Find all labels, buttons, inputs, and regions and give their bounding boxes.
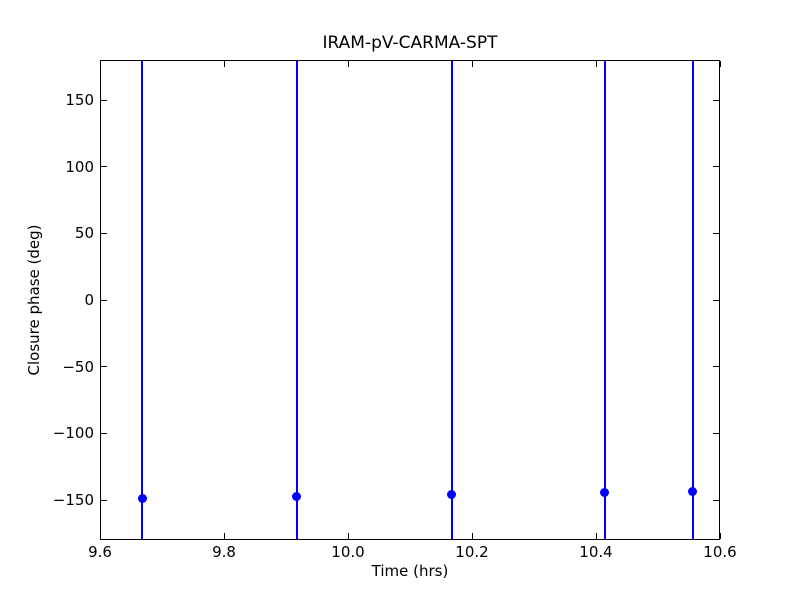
y-tick-label: −50: [62, 357, 94, 376]
x-tick-label: 10.4: [579, 543, 613, 561]
y-tick-mark-right: [713, 299, 719, 301]
x-tick-mark-top: [471, 61, 473, 67]
y-tick-label: −150: [52, 491, 94, 509]
x-tick-mark: [719, 533, 721, 539]
x-tick-mark-top: [347, 61, 349, 67]
error-bar: [603, 61, 606, 539]
y-tick-mark: [101, 99, 107, 101]
y-tick-label: 150: [65, 91, 94, 109]
x-tick-mark-top: [595, 61, 597, 67]
plot-area: [100, 60, 720, 540]
y-tick-mark-right: [713, 432, 719, 434]
data-point-marker: [600, 488, 610, 498]
x-tick-mark: [595, 533, 597, 539]
x-tick-mark-top: [719, 61, 721, 67]
y-tick-mark-right: [713, 499, 719, 501]
y-tick-label: −100: [52, 424, 94, 443]
y-tick-mark-right: [713, 166, 719, 168]
x-tick-mark-top: [99, 61, 101, 67]
x-tick-mark: [471, 533, 473, 539]
x-tick-mark: [223, 533, 225, 539]
data-point-marker: [292, 492, 302, 502]
y-tick-mark-right: [713, 366, 719, 368]
y-tick-mark: [101, 299, 107, 301]
x-tick-label: 10.2: [455, 543, 489, 561]
x-tick-mark: [99, 533, 101, 539]
data-point-marker: [688, 486, 698, 496]
y-tick-mark-right: [713, 99, 719, 101]
x-tick-label: 10.0: [331, 543, 365, 561]
x-axis-label: Time (hrs): [371, 562, 449, 580]
x-tick-mark-top: [223, 61, 225, 67]
data-point-marker: [137, 494, 147, 504]
error-bar: [691, 61, 694, 539]
y-tick-mark: [101, 432, 107, 434]
y-tick-label: 50: [74, 224, 94, 243]
x-tick-label: 9.8: [212, 543, 236, 561]
y-tick-label: 100: [65, 157, 94, 176]
y-tick-mark: [101, 366, 107, 368]
x-tick-mark: [347, 533, 349, 539]
y-tick-mark: [101, 166, 107, 168]
chart-title: IRAM-pV-CARMA-SPT: [322, 33, 498, 53]
error-bar: [141, 61, 144, 539]
error-bar: [450, 61, 453, 539]
y-tick-mark: [101, 499, 107, 501]
y-tick-mark-right: [713, 232, 719, 234]
data-point-marker: [447, 490, 457, 500]
x-tick-label: 9.6: [88, 543, 112, 561]
y-tick-mark: [101, 232, 107, 234]
x-tick-label: 10.6: [703, 543, 737, 561]
error-bar: [295, 61, 298, 539]
y-tick-label: 0: [84, 291, 94, 309]
